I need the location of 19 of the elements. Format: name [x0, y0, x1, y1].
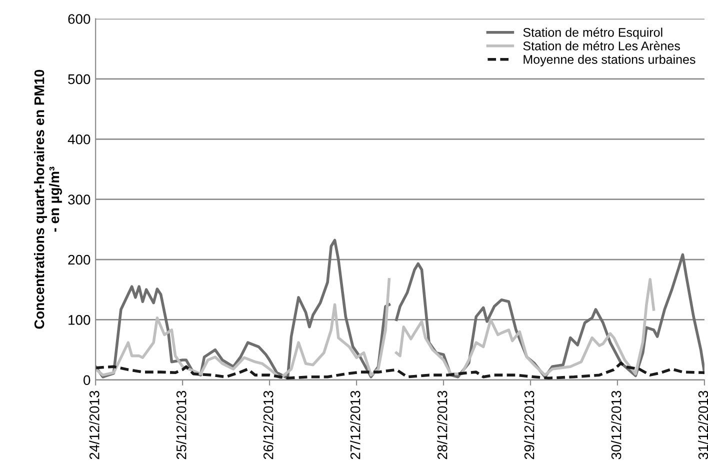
y-tick-label: 400: [68, 134, 90, 144]
legend-label: Station de métro Les Arènes: [523, 41, 680, 50]
x-tick-label: 30/12/2013: [611, 390, 622, 460]
x-tick-label: 24/12/2013: [89, 390, 100, 460]
x-tick-label: 28/12/2013: [437, 390, 448, 460]
x-tick-label: 27/12/2013: [350, 390, 360, 460]
x-tick-label: 25/12/2013: [176, 390, 186, 460]
legend-label: Station de métro Esquirol: [523, 28, 662, 40]
y-tick-label: 300: [68, 194, 90, 204]
y-tick-label: 600: [68, 14, 90, 24]
y-tick-label: 100: [68, 315, 90, 325]
y-tick-label: 200: [68, 254, 90, 265]
legend-label: Moyenne des stations urbaines: [524, 54, 696, 66]
x-tick-label: 26/12/2013: [263, 390, 274, 460]
y-tick-label: 0: [84, 375, 90, 386]
y-axis-title: Concentrations quart-horaires en PM10 - en µg/m³: [34, 70, 62, 329]
x-tick-label: 31/12/2013: [698, 390, 708, 460]
y-tick-label: 500: [68, 74, 90, 84]
x-tick-label: 29/12/2013: [524, 390, 534, 460]
